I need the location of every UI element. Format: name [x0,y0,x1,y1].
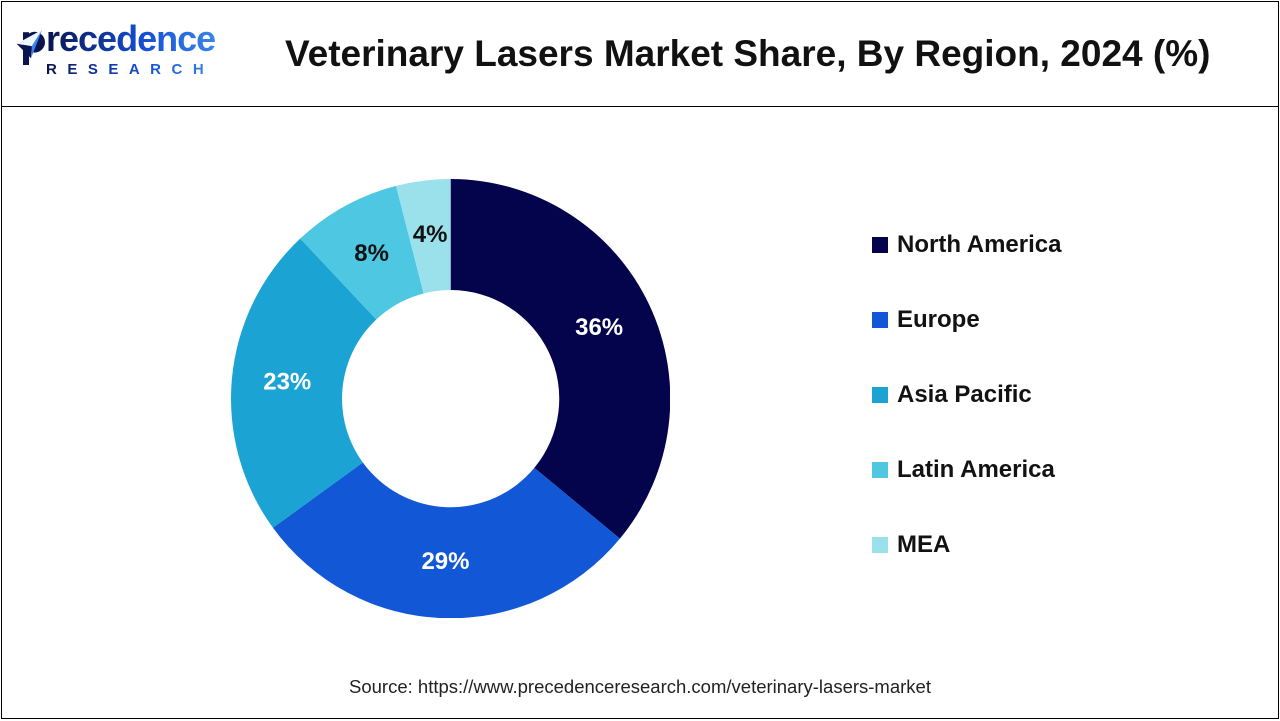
svg-text:23%: 23% [263,368,311,395]
svg-text:4%: 4% [413,221,448,248]
svg-text:8%: 8% [354,240,389,267]
svg-text:29%: 29% [421,548,469,575]
svg-text:36%: 36% [575,314,623,341]
